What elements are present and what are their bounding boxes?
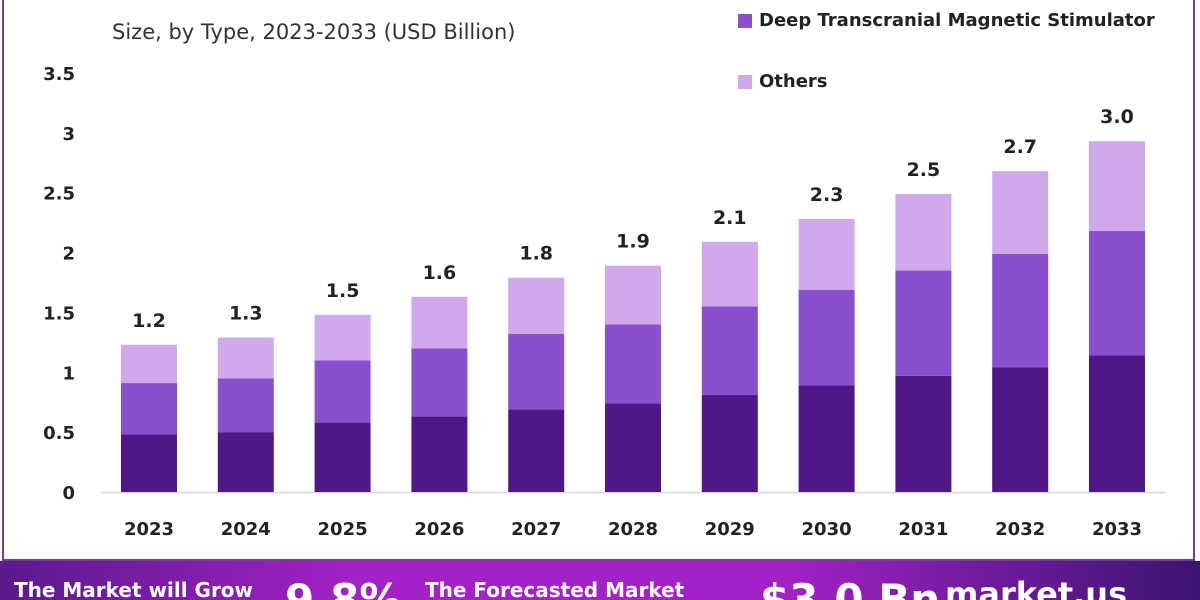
banner-forecast-value: $3.0 Bn <box>760 575 941 600</box>
footer-banner: The Market will Grow 9.8% The Forecasted… <box>0 561 1200 600</box>
bar-segment-3 <box>701 241 758 307</box>
x-tick-label: 2023 <box>124 519 174 540</box>
y-tick-label: 2 <box>62 244 75 265</box>
bar-segment-1 <box>605 403 661 492</box>
x-tick-label: 2029 <box>705 519 755 540</box>
bar-segment-3 <box>605 265 661 325</box>
x-tick-label: 2024 <box>221 519 271 540</box>
bar-segment-3 <box>411 296 468 349</box>
bar-segment-3 <box>121 344 177 384</box>
y-tick-label: 1 <box>62 363 75 384</box>
bar-segment-1 <box>508 409 565 492</box>
bar-segment-2 <box>701 306 758 396</box>
y-tick-label: 1.5 <box>43 303 75 324</box>
total-label: 1.5 <box>326 280 360 302</box>
x-tick-label: 2025 <box>318 519 368 540</box>
legend-item-deep-tms: Deep Transcranial Magnetic Stimulator <box>738 10 1155 31</box>
total-label: 1.2 <box>132 310 166 332</box>
y-tick-label: 0 <box>62 483 75 504</box>
x-tick-label: 2027 <box>511 519 561 540</box>
x-tick-label: 2026 <box>414 519 464 540</box>
bar-segment-3 <box>314 314 371 361</box>
total-label: 1.8 <box>519 243 553 265</box>
bar-segment-2 <box>605 324 661 404</box>
bar-segment-3 <box>1089 141 1145 232</box>
y-tick-label: 0.5 <box>43 423 75 444</box>
bar-segment-2 <box>992 253 1049 368</box>
bar-segment-1 <box>411 416 468 492</box>
total-label: 1.6 <box>423 262 457 284</box>
bar-segment-1 <box>992 367 1049 492</box>
bar-segment-3 <box>895 193 952 271</box>
bar-segment-1 <box>217 432 274 492</box>
x-tick-label: 2032 <box>995 519 1045 540</box>
bar-segment-2 <box>121 383 177 435</box>
total-label: 1.9 <box>616 231 650 253</box>
y-tick-label: 2.5 <box>43 184 75 205</box>
y-tick-label: 3.5 <box>43 64 75 85</box>
total-label: 2.1 <box>713 207 747 229</box>
legend-swatch <box>738 74 752 89</box>
x-tick-label: 2031 <box>898 519 948 540</box>
bar-segment-2 <box>411 348 468 417</box>
bar-segment-2 <box>1089 231 1145 356</box>
chart-subtitle: Size, by Type, 2023-2033 (USD Billion) <box>112 20 516 44</box>
bar-segment-2 <box>895 270 952 376</box>
bar-segment-3 <box>798 219 855 290</box>
bar-segment-3 <box>217 337 274 379</box>
bar-segment-1 <box>314 422 371 492</box>
bar-segment-2 <box>798 289 855 386</box>
bar-segment-1 <box>895 375 952 492</box>
bar-segment-3 <box>508 277 565 334</box>
stacked-bar-chart: 0 0.5 1 1.5 2 2.5 3 3.5 1.2 2023 1.3 2024 1.5 2025 1.6… <box>43 64 1166 540</box>
y-tick-label: 3 <box>62 124 75 145</box>
banner-cagr: 9.8% <box>285 575 402 600</box>
bar-segment-2 <box>508 333 565 410</box>
legend-item-others: Others <box>738 71 828 92</box>
bar-segment-1 <box>121 434 177 492</box>
total-label: 3.0 <box>1100 106 1134 128</box>
legend-label: Others <box>759 71 828 92</box>
banner-grow-text: The Market will Grow <box>14 578 254 600</box>
total-label: 2.7 <box>1003 136 1037 158</box>
bar-segment-1 <box>701 395 758 492</box>
bar-segment-1 <box>1089 355 1145 492</box>
total-label: 2.3 <box>810 184 844 206</box>
bar-segment-2 <box>217 378 274 433</box>
bar-segment-3 <box>992 171 1049 254</box>
bar-segment-2 <box>314 360 371 423</box>
legend-label: Deep Transcranial Magnetic Stimulator <box>759 10 1155 31</box>
bar-segment-1 <box>798 385 855 492</box>
banner-forecast-text: The Forecasted Market <box>425 578 685 600</box>
legend-swatch <box>738 13 752 28</box>
banner-logo: market.us <box>945 575 1128 600</box>
x-tick-label: 2030 <box>802 519 852 540</box>
total-label: 1.3 <box>229 303 263 325</box>
x-tick-label: 2033 <box>1092 519 1142 540</box>
x-tick-label: 2028 <box>608 519 658 540</box>
total-label: 2.5 <box>907 159 941 181</box>
